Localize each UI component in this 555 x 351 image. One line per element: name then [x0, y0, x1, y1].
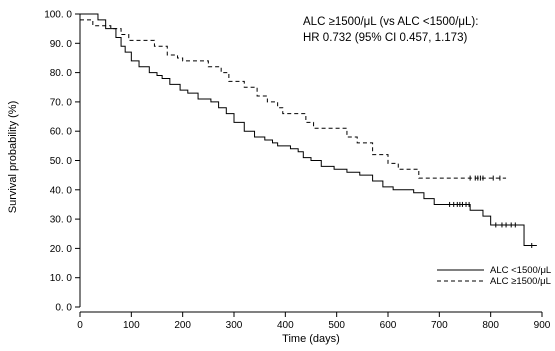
survival-curve-series-2: [80, 19, 507, 179]
y-tick-label: 60. 0: [50, 127, 73, 138]
y-tick-label: 10. 0: [50, 273, 73, 284]
y-tick-label: 40. 0: [50, 185, 73, 196]
x-tick-label: 800: [482, 320, 499, 331]
y-tick-label: 0. 0: [55, 303, 72, 314]
y-tick-label: 70. 0: [50, 97, 73, 108]
survival-curves: [80, 13, 537, 248]
x-tick-label: 300: [226, 320, 243, 331]
survival-curve-series-1: [80, 13, 537, 246]
x-tick-label: 900: [534, 320, 551, 331]
legend-label-series-2: ALC ≥1500/μL: [490, 276, 551, 287]
legend: ALC <1500/μL ALC ≥1500/μL: [437, 265, 551, 287]
x-axis: 0 100 200 300 400 500 600 700 800 900: [77, 311, 551, 331]
x-axis-label: Time (days): [282, 333, 340, 345]
x-tick-label: 100: [123, 320, 140, 331]
legend-label-series-1: ALC <1500/μL: [490, 265, 551, 276]
hazard-ratio-annotation-line2: HR 0.732 (95% CI 0.457, 1.173): [303, 32, 467, 44]
hazard-ratio-annotation-line1: ALC ≥1500/μL (vs ALC <1500/μL):: [303, 16, 478, 28]
y-tick-label: 30. 0: [50, 215, 73, 226]
y-axis: 0. 0 10. 0 20. 0 30. 0 40. 0 50. 0 60. 0 70. 0 8…: [44, 10, 81, 314]
y-tick-label: 20. 0: [50, 244, 73, 255]
y-tick-label: 90. 0: [50, 39, 73, 50]
y-tick-label: 80. 0: [50, 68, 73, 79]
x-tick-label: 500: [328, 320, 345, 331]
y-axis-label: Survival probability (%): [7, 101, 19, 213]
x-tick-label: 200: [174, 320, 191, 331]
x-tick-label: 0: [77, 320, 83, 331]
x-tick-label: 700: [431, 320, 448, 331]
y-tick-label: 100. 0: [44, 10, 72, 21]
y-tick-label: 50. 0: [50, 156, 73, 167]
x-tick-label: 400: [277, 320, 294, 331]
x-tick-label: 600: [380, 320, 397, 331]
